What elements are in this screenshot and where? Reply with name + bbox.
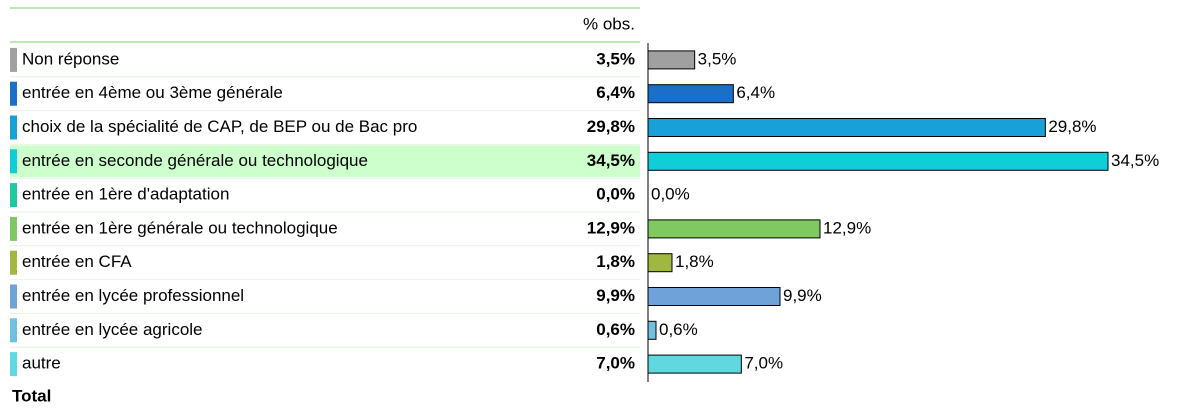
- value-cell: 6,4%: [596, 83, 635, 102]
- bar-label: 0,0%: [651, 185, 690, 204]
- category-label: entrée en seconde générale ou technologi…: [22, 151, 368, 170]
- category-label: entrée en lycée professionnel: [22, 286, 244, 305]
- value-cell: 12,9%: [587, 218, 635, 237]
- bar: [647, 354, 742, 374]
- legend-swatch: [10, 115, 17, 140]
- category-label: choix de la spécialité de CAP, de BEP ou…: [22, 117, 417, 136]
- legend-swatch: [10, 47, 17, 72]
- column-header: % obs.: [583, 14, 635, 33]
- bar-label: 7,0%: [744, 354, 783, 373]
- footer: Total: [12, 386, 51, 405]
- value-cell: 7,0%: [596, 354, 635, 373]
- legend-swatch: [10, 149, 17, 174]
- legend-swatch: [10, 250, 17, 275]
- bar: [647, 118, 1046, 137]
- category-label: Non réponse: [22, 49, 119, 68]
- bar-label: 0,6%: [659, 320, 698, 339]
- bar: [647, 84, 734, 104]
- legend-swatch: [10, 183, 17, 208]
- value-cell: 0,6%: [596, 320, 635, 339]
- legend-swatch: [10, 284, 17, 309]
- value-cell: 1,8%: [596, 252, 635, 271]
- legend-swatch: [10, 81, 17, 106]
- category-label: autre: [22, 354, 61, 373]
- legend-swatch: [10, 318, 17, 343]
- category-label: entrée en 4ème ou 3ème générale: [22, 83, 283, 102]
- bar-label: 12,9%: [823, 218, 871, 237]
- value-cell: 34,5%: [587, 151, 635, 170]
- bar-label: 9,9%: [783, 286, 822, 305]
- bar: [647, 320, 657, 340]
- category-label: entrée en CFA: [22, 252, 132, 271]
- category-label: entrée en lycée agricole: [22, 320, 203, 339]
- bar-label: 3,5%: [698, 49, 737, 68]
- row-highlight: [10, 145, 640, 178]
- value-cell: 9,9%: [596, 286, 635, 305]
- value-cell: 3,5%: [596, 49, 635, 68]
- value-cell: 29,8%: [587, 117, 635, 136]
- bar-label: 29,8%: [1048, 117, 1096, 136]
- bar: [647, 253, 673, 273]
- category-label: entrée en 1ère générale ou technologique: [22, 218, 338, 237]
- bar: [647, 151, 1109, 171]
- bar-label: 1,8%: [675, 252, 714, 271]
- bar-label: 6,4%: [736, 83, 775, 102]
- bar: [647, 219, 821, 239]
- legend-swatch: [10, 352, 17, 377]
- legend-swatch: [10, 216, 17, 241]
- bar-label: 34,5%: [1111, 151, 1159, 170]
- bar: [647, 50, 696, 70]
- value-cell: 0,0%: [596, 185, 635, 204]
- category-label: entrée en 1ère d'adaptation: [22, 185, 229, 204]
- bar: [647, 287, 781, 306]
